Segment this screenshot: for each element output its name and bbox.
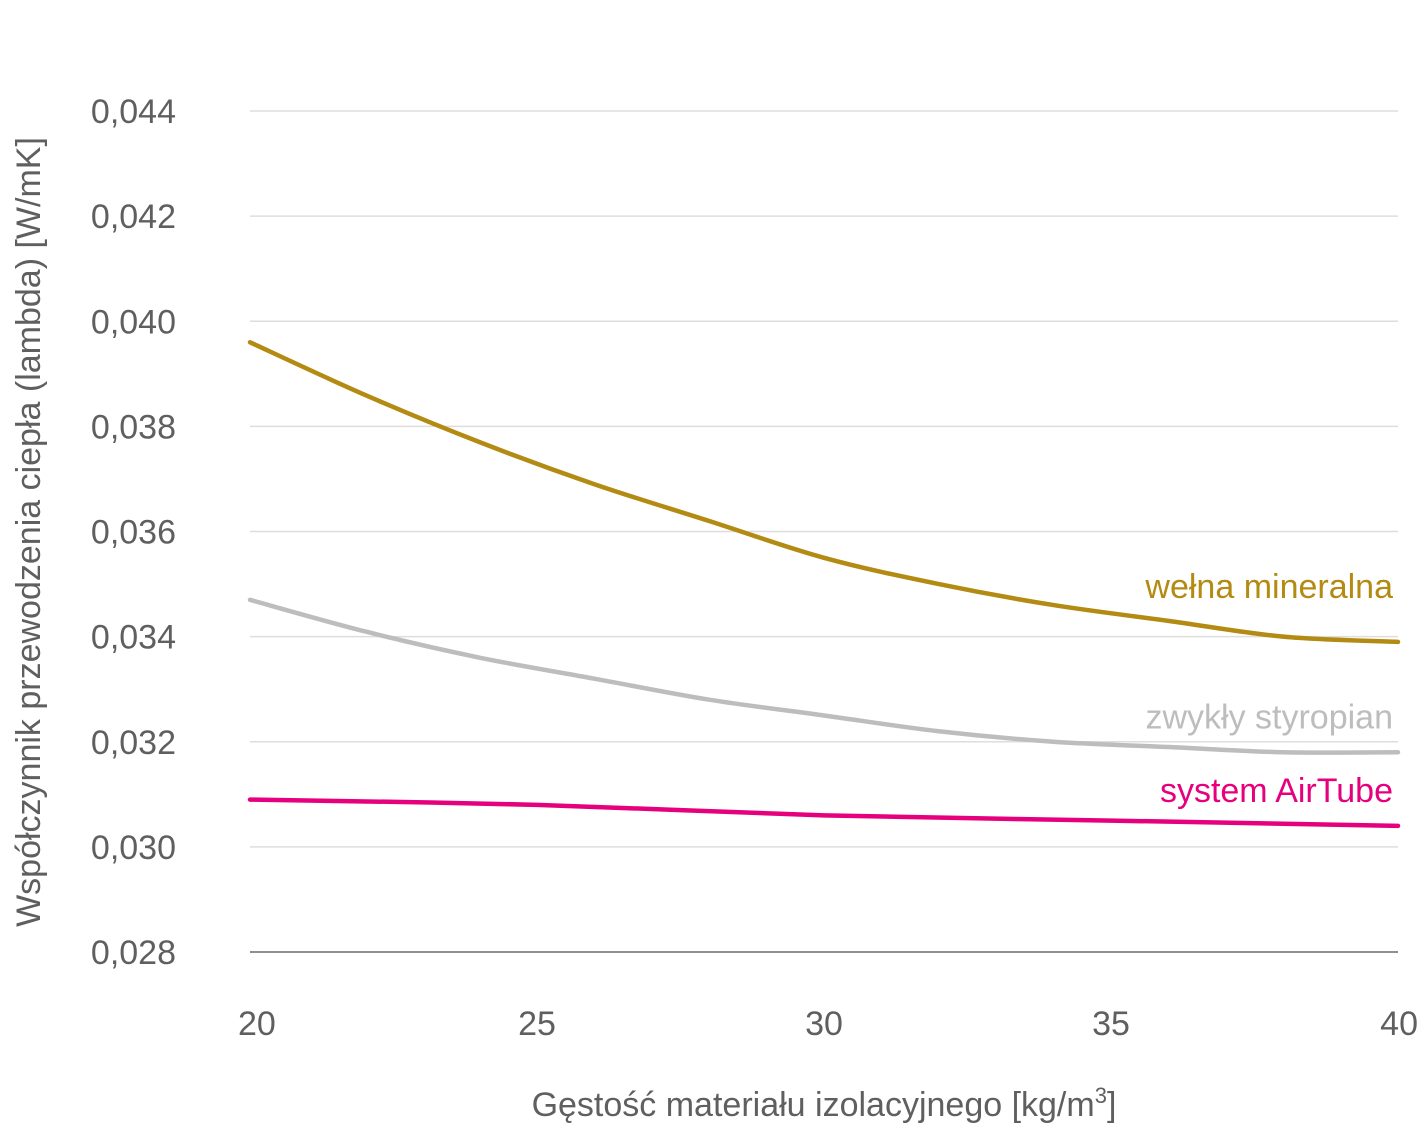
x-tick-label: 25 xyxy=(518,1005,556,1043)
y-tick-label: 0,038 xyxy=(91,408,176,446)
series-line-system-airtube xyxy=(247,797,1401,829)
x-axis-ticks: 20 25 30 35 40 xyxy=(238,1005,1418,1043)
y-axis-ticks: 0,028 0,030 0,032 0,034 0,036 0,038 0,040 0,042… xyxy=(91,93,176,972)
y-tick-label: 0,028 xyxy=(91,934,176,972)
x-axis-title: Gęstość materiału izolacyjnego [kg/m3] xyxy=(532,1083,1117,1124)
y-tick-label: 0,030 xyxy=(91,829,176,867)
series-line-zwykly-styropian xyxy=(247,597,1401,755)
series-line-welna-mineralna xyxy=(247,340,1401,645)
y-tick-label: 0,040 xyxy=(91,303,176,341)
y-axis-title: Współczynnik przewodzenia ciepła (lambda… xyxy=(10,137,48,927)
y-tick-label: 0,034 xyxy=(91,619,176,657)
series-lines xyxy=(247,340,1401,829)
x-tick-label: 30 xyxy=(805,1005,843,1043)
series-label-zwykly-styropian: zwykły styropian xyxy=(1145,698,1393,736)
y-tick-label: 0,042 xyxy=(91,198,176,236)
x-tick-label: 40 xyxy=(1380,1005,1418,1043)
series-label-system-airtube: system AirTube xyxy=(1160,772,1393,810)
series-label-welna-mineralna: wełna mineralna xyxy=(1144,568,1393,606)
x-tick-label: 35 xyxy=(1092,1005,1130,1043)
series-labels: wełna mineralna zwykły styropian system Ai… xyxy=(1144,568,1393,810)
y-tick-label: 0,036 xyxy=(91,514,176,552)
x-tick-label: 20 xyxy=(238,1005,276,1043)
gridlines xyxy=(250,110,1398,953)
y-tick-label: 0,044 xyxy=(91,93,176,131)
y-tick-label: 0,032 xyxy=(91,724,176,762)
